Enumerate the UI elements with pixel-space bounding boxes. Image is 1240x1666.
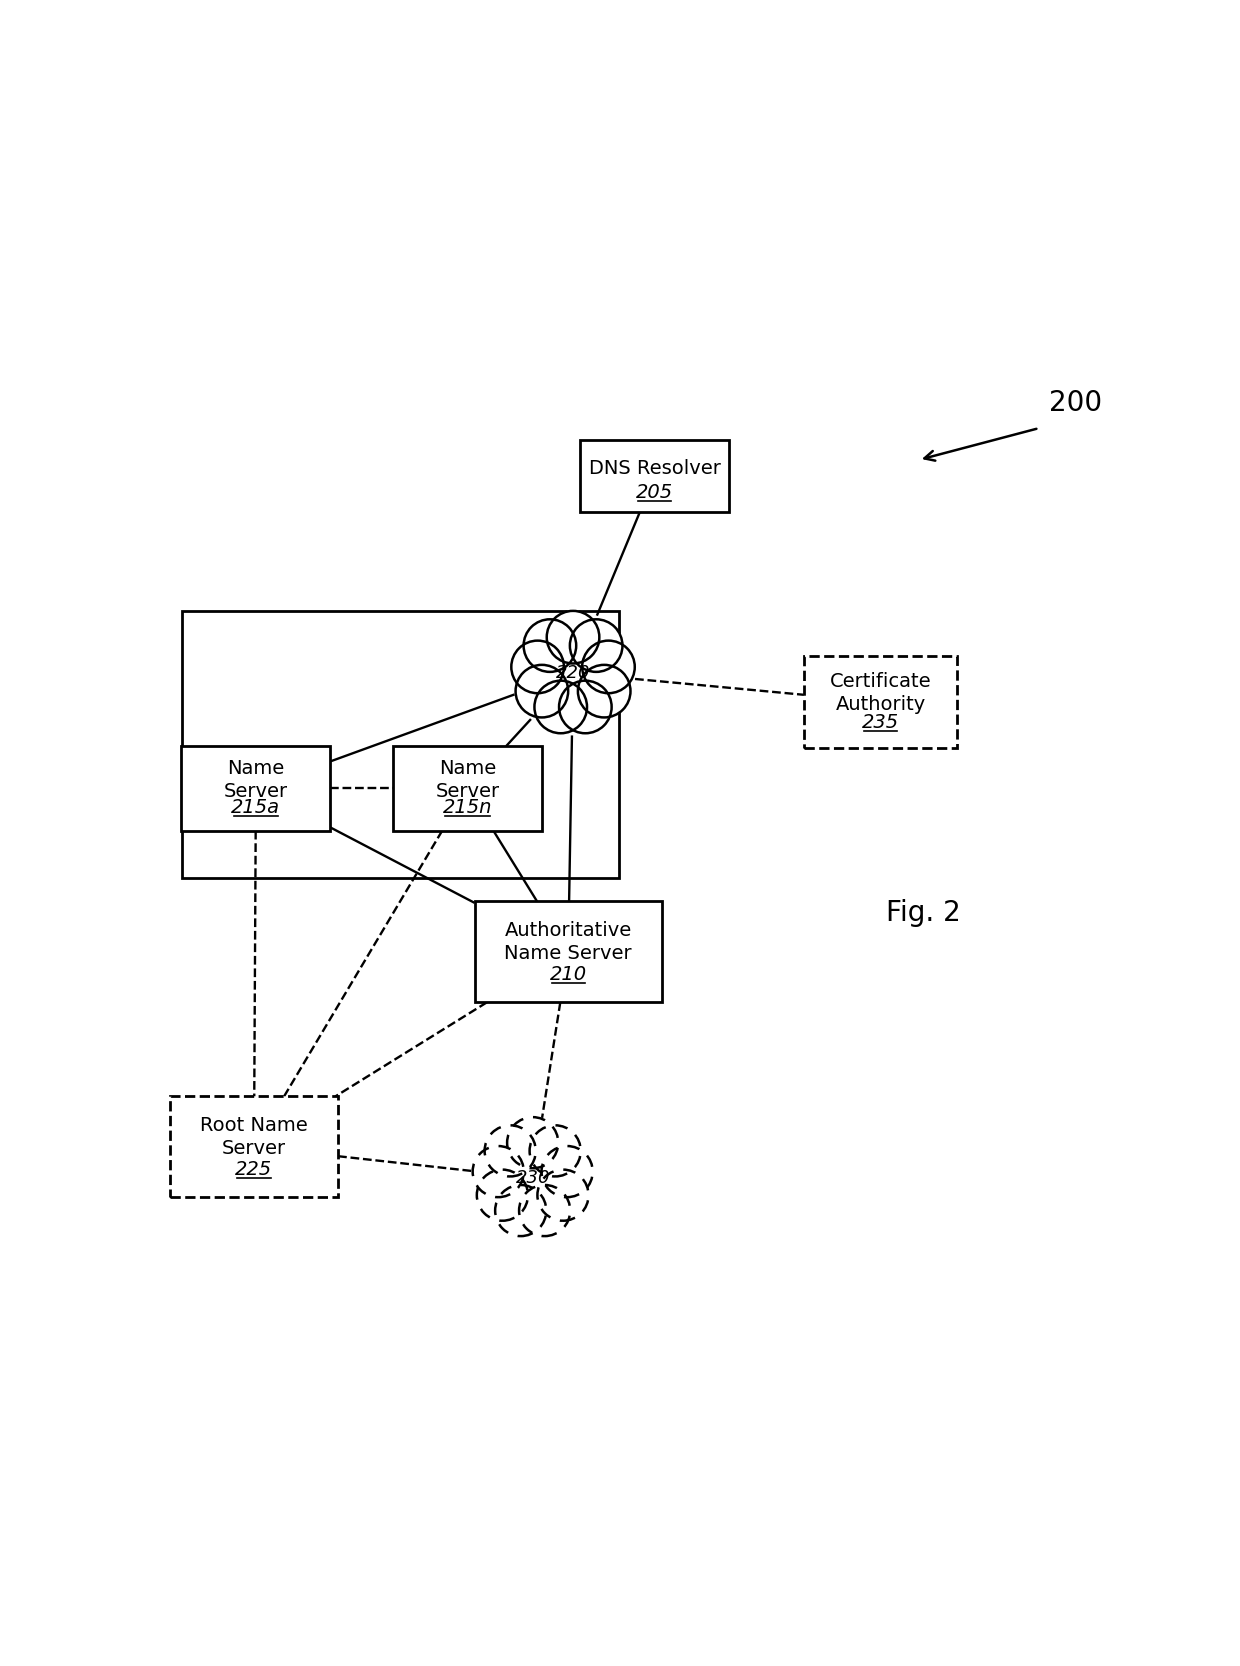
Circle shape xyxy=(516,665,568,718)
Bar xyxy=(182,611,619,878)
Circle shape xyxy=(570,620,622,671)
Text: Name
Server: Name Server xyxy=(435,758,500,801)
Text: Fig. 2: Fig. 2 xyxy=(887,900,961,928)
Circle shape xyxy=(495,1185,547,1236)
Text: 225: 225 xyxy=(236,1160,273,1178)
Circle shape xyxy=(547,611,599,663)
Circle shape xyxy=(559,681,611,733)
Bar xyxy=(393,746,542,831)
Circle shape xyxy=(477,1170,528,1221)
Text: 215n: 215n xyxy=(443,798,492,816)
Text: 235: 235 xyxy=(862,713,899,731)
Circle shape xyxy=(537,1170,589,1221)
Text: 205: 205 xyxy=(636,483,673,501)
Text: 210: 210 xyxy=(549,965,587,983)
Text: Authoritative
Name Server: Authoritative Name Server xyxy=(505,921,632,963)
Circle shape xyxy=(507,1118,558,1168)
Text: 215a: 215a xyxy=(232,798,280,816)
Circle shape xyxy=(472,1146,523,1198)
Circle shape xyxy=(582,641,635,693)
Bar xyxy=(580,440,729,511)
Bar xyxy=(475,901,662,1003)
Text: Certificate
Authority: Certificate Authority xyxy=(830,671,931,715)
Bar xyxy=(181,746,330,831)
Circle shape xyxy=(529,1125,580,1176)
Circle shape xyxy=(477,1123,588,1233)
Circle shape xyxy=(511,641,564,693)
Circle shape xyxy=(534,681,587,733)
Text: 220: 220 xyxy=(556,665,590,681)
Text: 230: 230 xyxy=(516,1168,549,1186)
Circle shape xyxy=(523,620,577,671)
Text: DNS Resolver: DNS Resolver xyxy=(589,460,720,478)
Circle shape xyxy=(578,665,630,718)
Circle shape xyxy=(542,1146,593,1198)
Circle shape xyxy=(516,616,630,730)
Text: Name
Server: Name Server xyxy=(224,758,288,801)
Bar xyxy=(804,656,957,748)
Text: Root Name
Server: Root Name Server xyxy=(200,1116,308,1158)
Circle shape xyxy=(485,1125,536,1176)
Circle shape xyxy=(520,1185,570,1236)
Bar xyxy=(170,1096,339,1198)
Text: 200: 200 xyxy=(1049,388,1102,416)
